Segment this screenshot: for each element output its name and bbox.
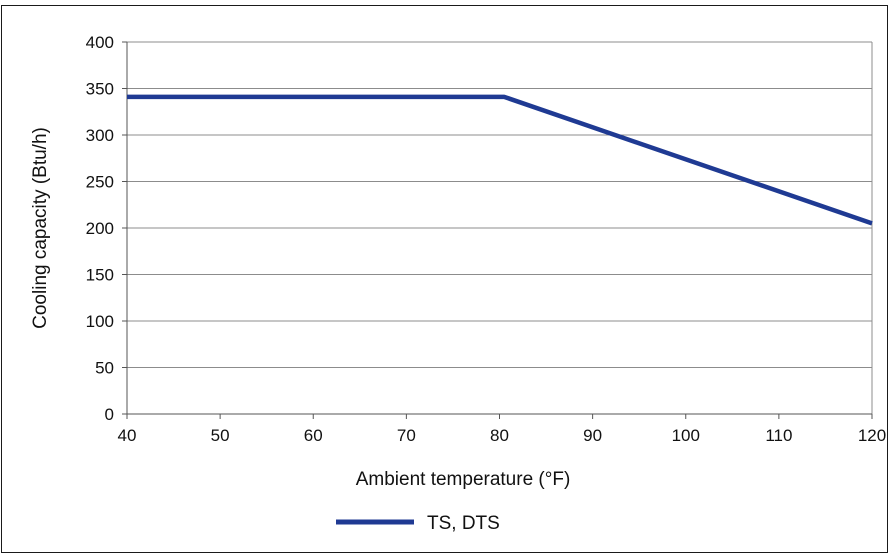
y-tick-label-200: 200 bbox=[86, 219, 114, 238]
y-tick-label-100: 100 bbox=[86, 312, 114, 331]
y-tick-label-50: 50 bbox=[95, 359, 114, 378]
x-axis-title: Ambient temperature (°F) bbox=[356, 469, 571, 490]
x-tick-label-40: 40 bbox=[118, 426, 137, 445]
x-tick-label-110: 110 bbox=[765, 426, 792, 445]
legend: TS, DTS bbox=[336, 513, 500, 534]
x-tick-label-80: 80 bbox=[490, 426, 509, 445]
y-axis-title: Cooling capacity (Btu/h) bbox=[30, 127, 51, 329]
y-tick-labels: 0 50 100 150 200 250 300 350 400 bbox=[86, 33, 114, 424]
x-tick-labels: 40 50 60 70 80 90 100 110 120 bbox=[118, 426, 887, 445]
y-tick-label-250: 250 bbox=[86, 173, 114, 192]
y-tick-label-400: 400 bbox=[86, 33, 114, 52]
chart-frame bbox=[1, 5, 888, 553]
y-tick-label-300: 300 bbox=[86, 126, 114, 145]
axes bbox=[122, 41, 873, 419]
x-tick-label-120: 120 bbox=[858, 426, 886, 445]
y-tick-label-350: 350 bbox=[86, 80, 114, 99]
x-tick-label-90: 90 bbox=[583, 426, 602, 445]
x-tick-label-50: 50 bbox=[211, 426, 230, 445]
x-tick-label-70: 70 bbox=[397, 426, 416, 445]
legend-label-ts-dts: TS, DTS bbox=[427, 513, 500, 534]
y-tick-label-0: 0 bbox=[105, 405, 114, 424]
x-tick-label-100: 100 bbox=[672, 426, 700, 445]
x-tick-label-60: 60 bbox=[304, 426, 323, 445]
series-line-0 bbox=[127, 94, 873, 226]
series-lines bbox=[127, 94, 873, 226]
y-tick-label-150: 150 bbox=[86, 266, 114, 285]
